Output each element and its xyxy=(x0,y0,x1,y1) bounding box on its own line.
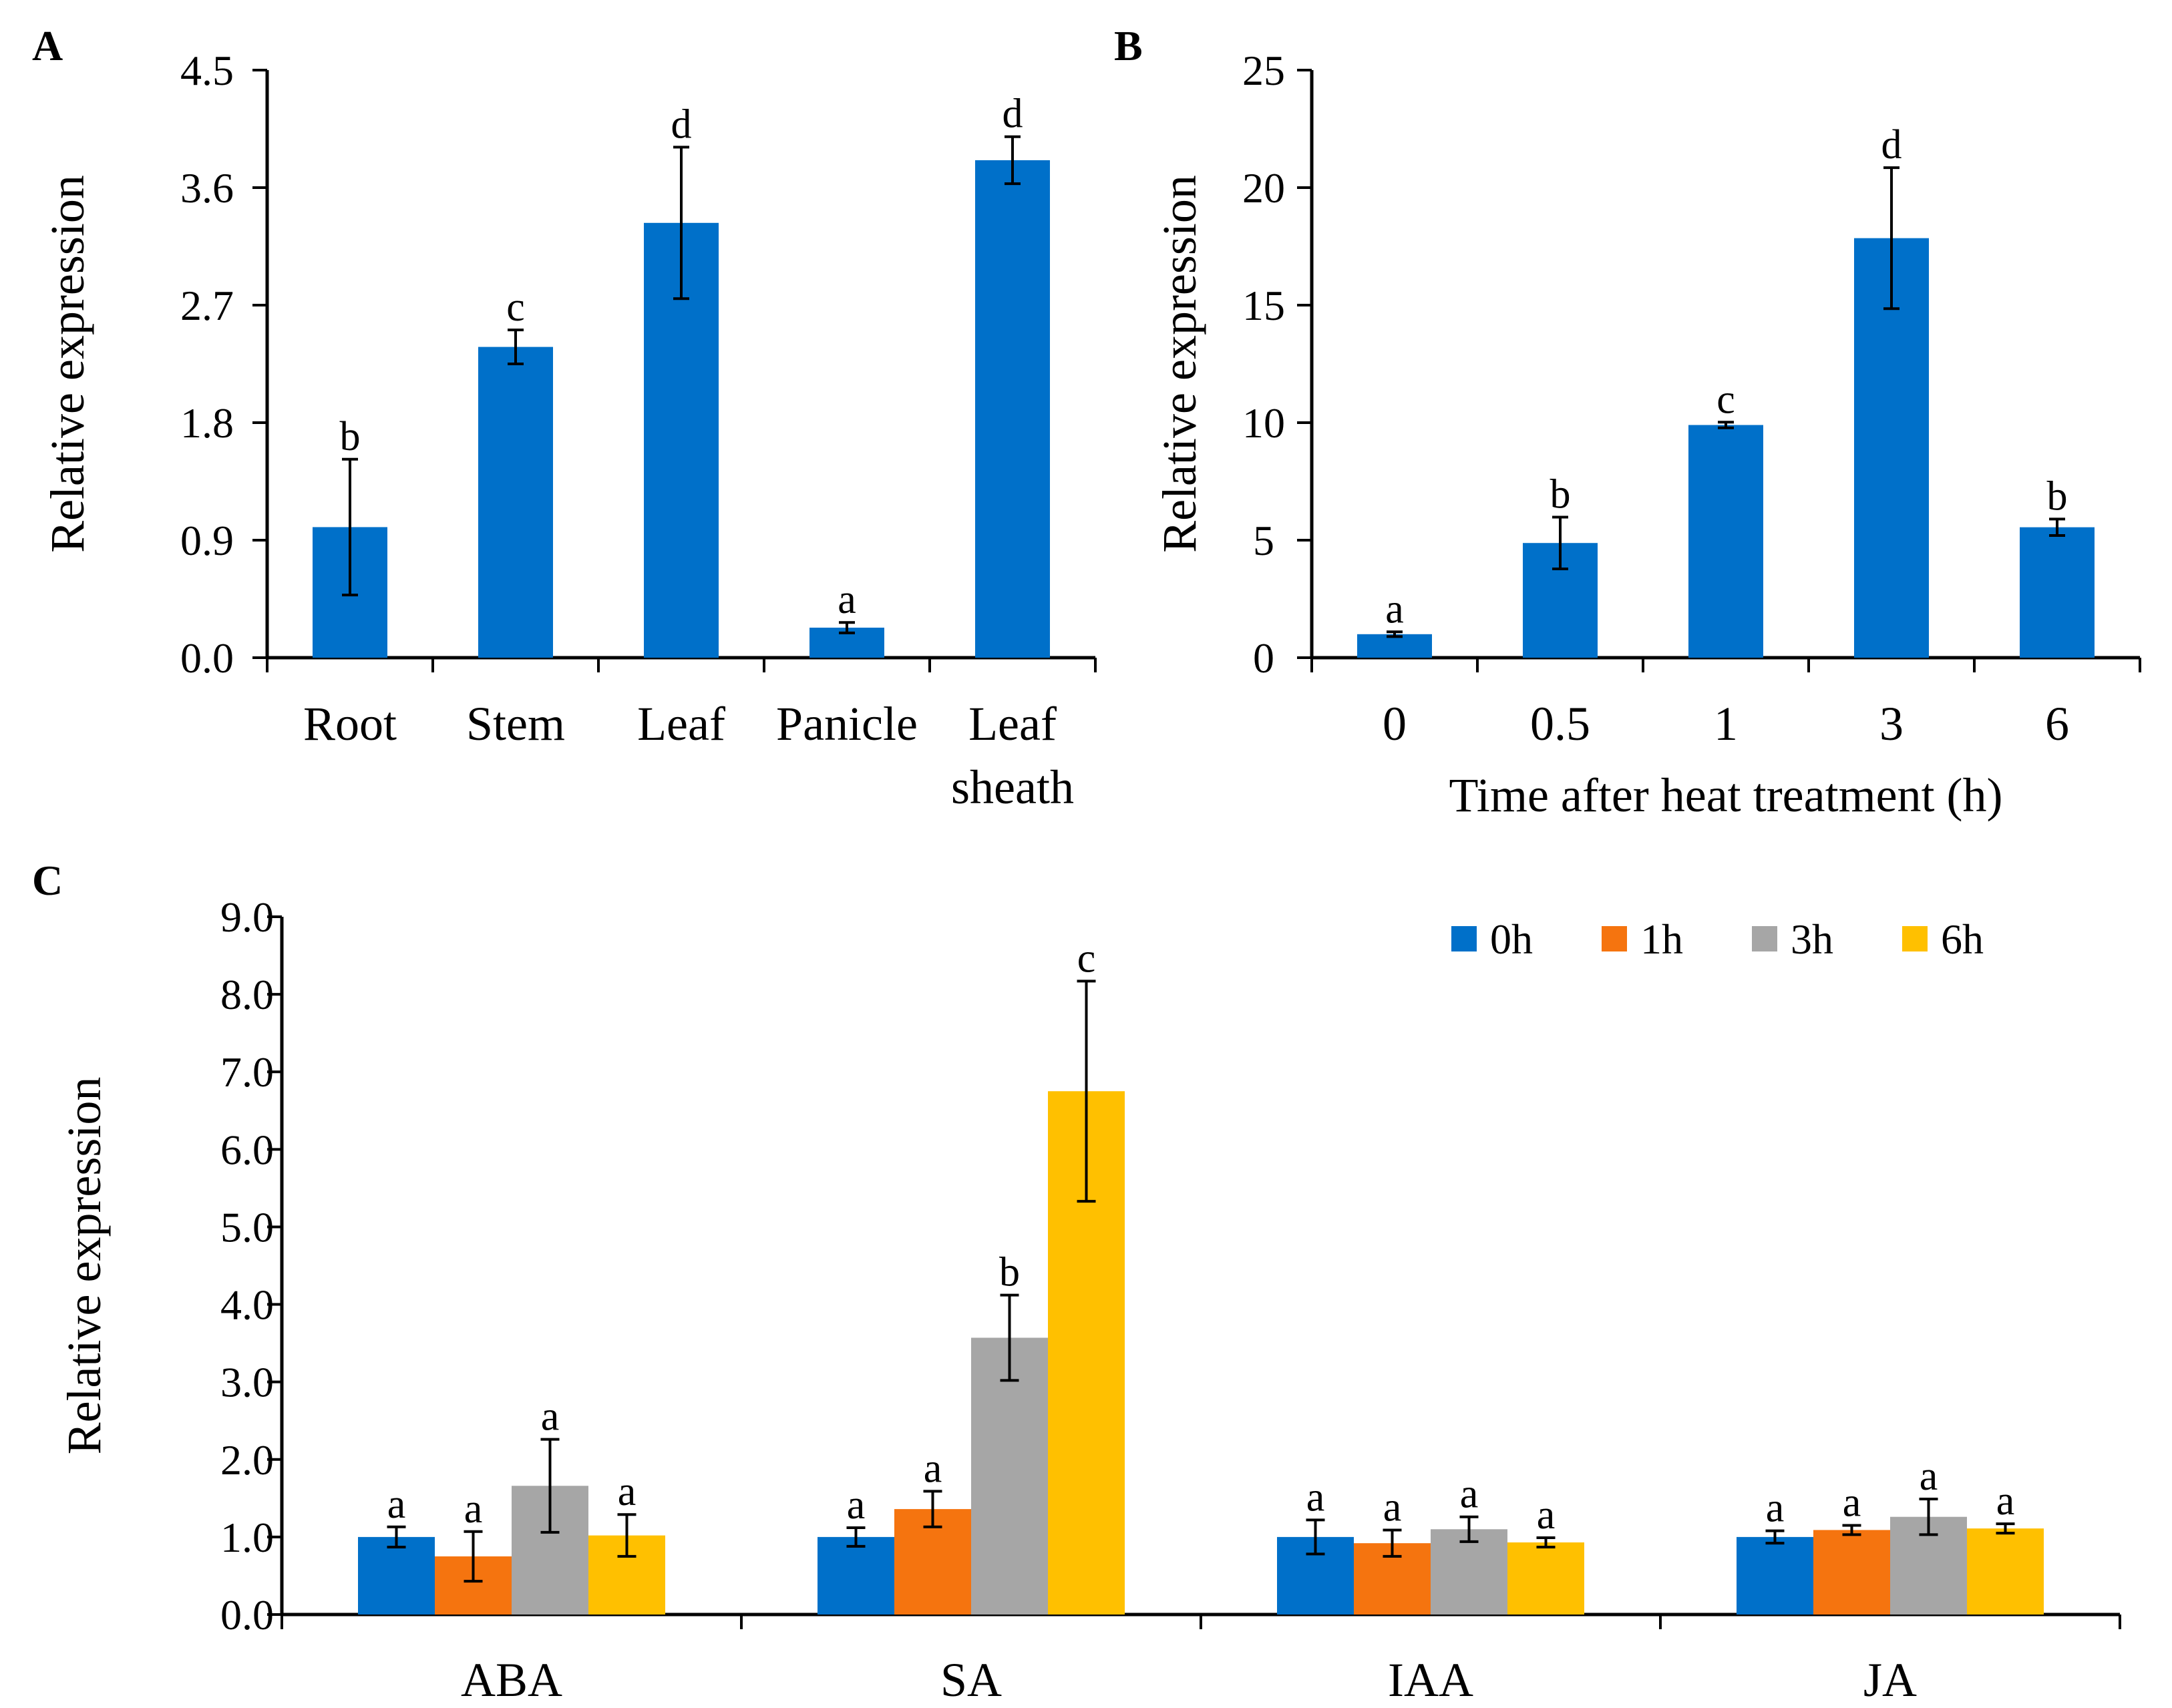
legend-swatch xyxy=(1902,926,1928,951)
significance-letter: a xyxy=(847,1482,866,1528)
bar xyxy=(1688,425,1763,658)
legend-label: 6h xyxy=(1941,915,1984,963)
y-tick-label: 3.6 xyxy=(180,164,234,212)
bar xyxy=(358,1536,435,1615)
y-tick-label: 0.0 xyxy=(220,1591,274,1639)
legend-swatch xyxy=(1752,926,1777,951)
category-label: Leaf xyxy=(637,697,725,751)
x-axis-label: Time after heat treatment (h) xyxy=(1449,769,2002,822)
bar xyxy=(1431,1529,1507,1615)
significance-letter: a xyxy=(541,1394,560,1440)
y-tick-label: 10 xyxy=(1242,399,1285,447)
y-tick-label: 5 xyxy=(1253,517,1274,564)
category-label: 6 xyxy=(2045,697,2069,751)
y-axis-label: Relative expression xyxy=(57,1077,111,1455)
y-tick-label: 0.9 xyxy=(180,517,234,564)
bar xyxy=(478,347,553,658)
bar xyxy=(975,160,1050,658)
category-label: JA xyxy=(1863,1653,1917,1707)
significance-letter: b xyxy=(2047,473,2068,519)
bar xyxy=(1967,1528,2044,1615)
significance-letter: a xyxy=(618,1469,637,1514)
significance-letter: c xyxy=(1077,935,1096,981)
significance-letter: a xyxy=(838,577,856,622)
significance-letter: a xyxy=(924,1446,942,1491)
significance-letter: b xyxy=(1550,472,1571,517)
bar xyxy=(2020,527,2095,658)
legend-label: 1h xyxy=(1640,915,1683,963)
category-label: Root xyxy=(303,697,397,751)
category-label: SA xyxy=(940,1653,1002,1707)
category-label: sheath xyxy=(951,761,1074,814)
bar xyxy=(1357,634,1432,658)
legend-label: 0h xyxy=(1490,915,1533,963)
significance-letter: a xyxy=(1843,1480,1861,1525)
y-tick-label: 2.0 xyxy=(220,1436,274,1484)
y-tick-label: 2.7 xyxy=(180,282,234,329)
y-tick-label: 4.0 xyxy=(220,1281,274,1329)
category-label: 0 xyxy=(1383,697,1407,751)
y-tick-label: 5.0 xyxy=(220,1203,274,1251)
significance-letter: a xyxy=(1537,1492,1556,1538)
category-label: ABA xyxy=(461,1653,562,1707)
y-axis-label: Relative expression xyxy=(41,175,94,553)
legend: 0h 1h 3h 6h xyxy=(1451,915,1984,963)
y-tick-label: 4.5 xyxy=(180,47,234,94)
significance-letter: a xyxy=(1766,1486,1785,1531)
bar xyxy=(1507,1542,1584,1615)
y-tick-label: 8.0 xyxy=(220,971,274,1018)
significance-letter: a xyxy=(1385,586,1404,632)
y-axis-label: Relative expression xyxy=(1153,175,1206,553)
panel-A: A 0.0 0.9 1.8 2.7 3.6 4.5 Relative expression Ro… xyxy=(32,22,1097,814)
bar xyxy=(971,1337,1048,1615)
panel-letter: A xyxy=(32,22,63,69)
significance-letter: d xyxy=(671,101,692,147)
significance-letter: d xyxy=(1003,91,1023,137)
significance-letter: b xyxy=(340,414,361,459)
y-tick-label: 20 xyxy=(1242,164,1285,212)
panel-letter: C xyxy=(32,857,63,904)
category-label: 3 xyxy=(1879,697,1904,751)
significance-letter: c xyxy=(1716,377,1735,422)
significance-letter: d xyxy=(1881,122,1902,168)
significance-letter: a xyxy=(1996,1478,2015,1524)
y-tick-label: 0.0 xyxy=(180,634,234,682)
y-tick-label: 15 xyxy=(1242,282,1285,329)
legend-swatch xyxy=(1602,926,1627,951)
significance-letter: a xyxy=(1383,1484,1402,1530)
bar xyxy=(1813,1530,1890,1615)
y-tick-label: 1.0 xyxy=(220,1514,274,1561)
category-label: Panicle xyxy=(776,697,918,751)
significance-letter: c xyxy=(506,284,525,330)
y-tick-label: 0 xyxy=(1253,634,1274,682)
panel-C: C 0.0 1.0 2.0 3.0 4.0 5.0 6.0 7.0 8.0 9.0 Relative … xyxy=(32,857,2121,1707)
significance-letter: a xyxy=(1306,1474,1325,1520)
significance-letter: a xyxy=(1460,1472,1479,1517)
panel-B: B 0 5 10 15 20 25 Relative expression 0 0.5 1 3 6 Tim… xyxy=(1114,22,2141,822)
y-tick-label: 7.0 xyxy=(220,1048,274,1096)
significance-letter: b xyxy=(999,1250,1020,1295)
category-label: Stem xyxy=(466,697,565,751)
y-tick-label: 25 xyxy=(1242,47,1285,94)
y-tick-label: 3.0 xyxy=(220,1359,274,1406)
significance-letter: a xyxy=(1920,1454,1938,1499)
legend-label: 3h xyxy=(1791,915,1833,963)
panel-letter: B xyxy=(1114,22,1143,69)
category-label: 0.5 xyxy=(1530,697,1590,751)
legend-swatch xyxy=(1451,926,1477,951)
bar xyxy=(818,1536,894,1615)
category-label: Leaf xyxy=(968,697,1057,751)
y-tick-label: 9.0 xyxy=(220,893,274,941)
significance-letter: a xyxy=(387,1482,406,1527)
significance-letter: a xyxy=(464,1486,483,1532)
bar xyxy=(1737,1536,1813,1615)
y-tick-label: 1.8 xyxy=(180,399,234,447)
y-tick-label: 6.0 xyxy=(220,1126,274,1173)
category-label: 1 xyxy=(1714,697,1738,751)
category-label: IAA xyxy=(1388,1653,1473,1707)
